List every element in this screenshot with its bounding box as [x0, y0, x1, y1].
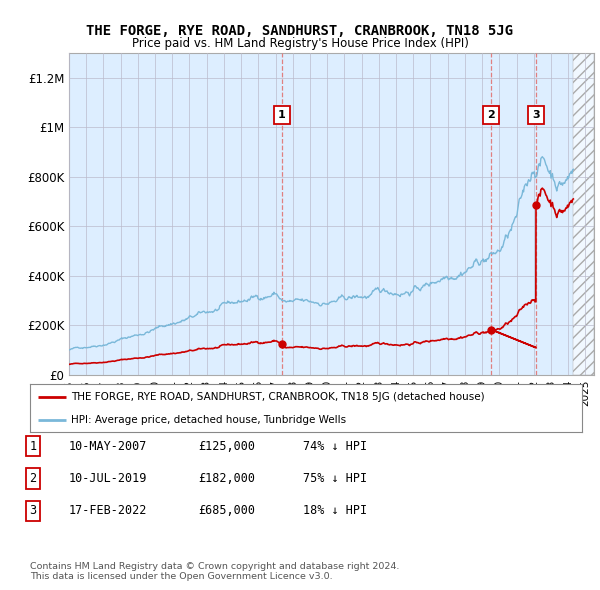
- Text: THE FORGE, RYE ROAD, SANDHURST, CRANBROOK, TN18 5JG (detached house): THE FORGE, RYE ROAD, SANDHURST, CRANBROO…: [71, 392, 485, 402]
- Text: 17-FEB-2022: 17-FEB-2022: [69, 504, 148, 517]
- Text: 1: 1: [278, 110, 286, 120]
- Text: HPI: Average price, detached house, Tunbridge Wells: HPI: Average price, detached house, Tunb…: [71, 415, 347, 425]
- Text: 3: 3: [532, 110, 540, 120]
- Text: Contains HM Land Registry data © Crown copyright and database right 2024.
This d: Contains HM Land Registry data © Crown c…: [30, 562, 400, 581]
- Text: 1: 1: [29, 440, 37, 453]
- Text: 10-JUL-2019: 10-JUL-2019: [69, 472, 148, 485]
- Text: £125,000: £125,000: [198, 440, 255, 453]
- Bar: [574, 53, 594, 375]
- Text: Price paid vs. HM Land Registry's House Price Index (HPI): Price paid vs. HM Land Registry's House …: [131, 37, 469, 50]
- Text: 10-MAY-2007: 10-MAY-2007: [69, 440, 148, 453]
- Bar: [574, 53, 594, 375]
- Text: THE FORGE, RYE ROAD, SANDHURST, CRANBROOK, TN18 5JG: THE FORGE, RYE ROAD, SANDHURST, CRANBROO…: [86, 24, 514, 38]
- Text: 3: 3: [29, 504, 37, 517]
- Text: 18% ↓ HPI: 18% ↓ HPI: [303, 504, 367, 517]
- Text: 75% ↓ HPI: 75% ↓ HPI: [303, 472, 367, 485]
- Text: 2: 2: [29, 472, 37, 485]
- Text: 74% ↓ HPI: 74% ↓ HPI: [303, 440, 367, 453]
- Text: 2: 2: [487, 110, 495, 120]
- Text: £182,000: £182,000: [198, 472, 255, 485]
- Text: £685,000: £685,000: [198, 504, 255, 517]
